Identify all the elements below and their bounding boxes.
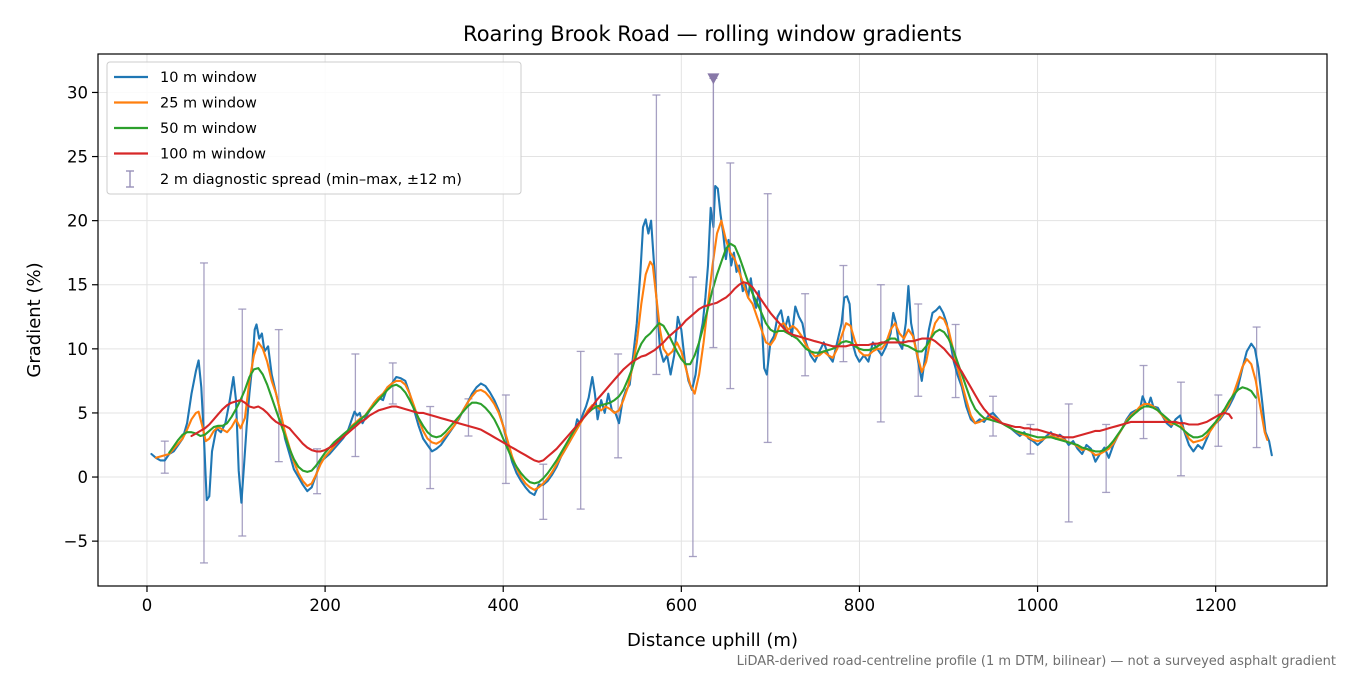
errorbar bbox=[688, 276, 697, 558]
legend-item-4: 100 m window bbox=[114, 147, 266, 163]
series-line-3 bbox=[168, 242, 1257, 485]
errorbar bbox=[576, 350, 585, 510]
y-axis-label: Gradient (%) bbox=[24, 262, 45, 377]
legend-label: 10 m window bbox=[160, 70, 257, 86]
footnote: LiDAR-derived road-centreline profile (1… bbox=[737, 654, 1336, 669]
x-axis-ticks: 0 200 400 600 800 1000 1200 bbox=[142, 586, 1237, 615]
x-tick-label: 1000 bbox=[1017, 596, 1059, 615]
legend-item-5: 2 m diagnostic spread (min–max, ±12 m) bbox=[126, 170, 462, 188]
y-tick-label: 25 bbox=[67, 148, 88, 167]
y-tick-label: 0 bbox=[78, 468, 89, 487]
errorbar bbox=[1139, 364, 1148, 440]
errorbar bbox=[351, 353, 360, 458]
errorbar bbox=[763, 193, 772, 444]
errorbar bbox=[274, 328, 283, 463]
chart-title: Roaring Brook Road — rolling window grad… bbox=[463, 22, 962, 46]
legend: 10 m window 25 m window 50 m window 100 m w… bbox=[106, 61, 522, 195]
legend-box bbox=[106, 61, 522, 195]
errorbar bbox=[914, 303, 923, 397]
legend-item-3: 50 m window bbox=[114, 121, 257, 137]
y-tick-label: 30 bbox=[67, 83, 88, 102]
errorbar bbox=[539, 463, 548, 520]
y-tick-label: 10 bbox=[67, 340, 88, 359]
y-axis-ticks: −5 0 5 10 15 20 25 30 bbox=[64, 83, 98, 551]
errorbar bbox=[1102, 423, 1111, 494]
errorbar bbox=[726, 162, 735, 390]
x-tick-label: 600 bbox=[666, 596, 698, 615]
plot-frame bbox=[97, 53, 1328, 587]
legend-item-1: 10 m window bbox=[114, 70, 257, 86]
x-tick-label: 1200 bbox=[1195, 596, 1237, 615]
y-tick-label: 15 bbox=[67, 276, 88, 295]
x-tick-label: 400 bbox=[487, 596, 519, 615]
x-axis-label: Distance uphill (m) bbox=[627, 630, 798, 651]
errorbar bbox=[614, 353, 623, 459]
peak-marker-triangle bbox=[707, 73, 720, 85]
series-lines bbox=[150, 184, 1273, 504]
y-tick-label: 20 bbox=[67, 212, 88, 231]
legend-label: 100 m window bbox=[160, 147, 266, 163]
errorbar bbox=[1064, 403, 1073, 523]
x-tick-label: 800 bbox=[844, 596, 876, 615]
peak-marker-layer bbox=[707, 73, 720, 348]
series-line-1 bbox=[150, 184, 1273, 504]
legend-label: 50 m window bbox=[160, 121, 257, 137]
errorbar bbox=[199, 262, 208, 564]
legend-label: 2 m diagnostic spread (min–max, ±12 m) bbox=[160, 172, 462, 188]
x-tick-label: 0 bbox=[142, 596, 153, 615]
legend-label: 25 m window bbox=[160, 96, 257, 112]
errorbar bbox=[160, 440, 169, 474]
x-tick-label: 200 bbox=[309, 596, 341, 615]
legend-item-2: 25 m window bbox=[114, 96, 257, 112]
errorbar bbox=[652, 94, 661, 376]
y-tick-label: −5 bbox=[64, 532, 88, 551]
y-tick-label: 5 bbox=[78, 404, 89, 423]
series-line-4 bbox=[190, 281, 1233, 463]
